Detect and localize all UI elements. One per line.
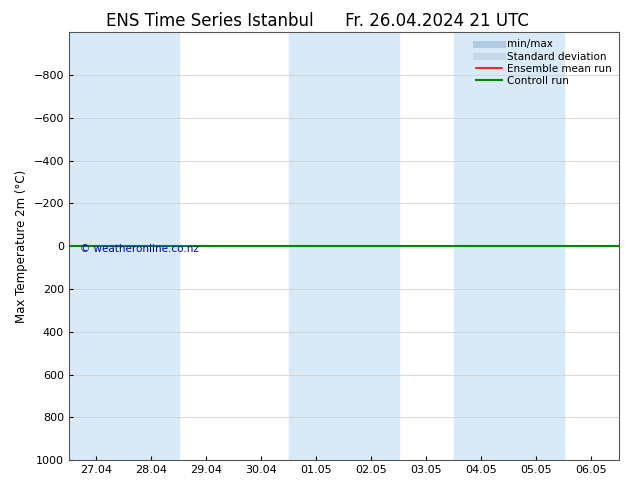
Bar: [289, 32, 399, 460]
Y-axis label: Max Temperature 2m (°C): Max Temperature 2m (°C): [15, 170, 28, 323]
Bar: [69, 32, 179, 460]
Bar: [454, 32, 564, 460]
Text: © weatheronline.co.nz: © weatheronline.co.nz: [80, 244, 199, 254]
Text: ENS Time Series Istanbul      Fr. 26.04.2024 21 UTC: ENS Time Series Istanbul Fr. 26.04.2024 …: [106, 12, 528, 30]
Legend: min/max, Standard deviation, Ensemble mean run, Controll run: min/max, Standard deviation, Ensemble me…: [472, 35, 616, 90]
